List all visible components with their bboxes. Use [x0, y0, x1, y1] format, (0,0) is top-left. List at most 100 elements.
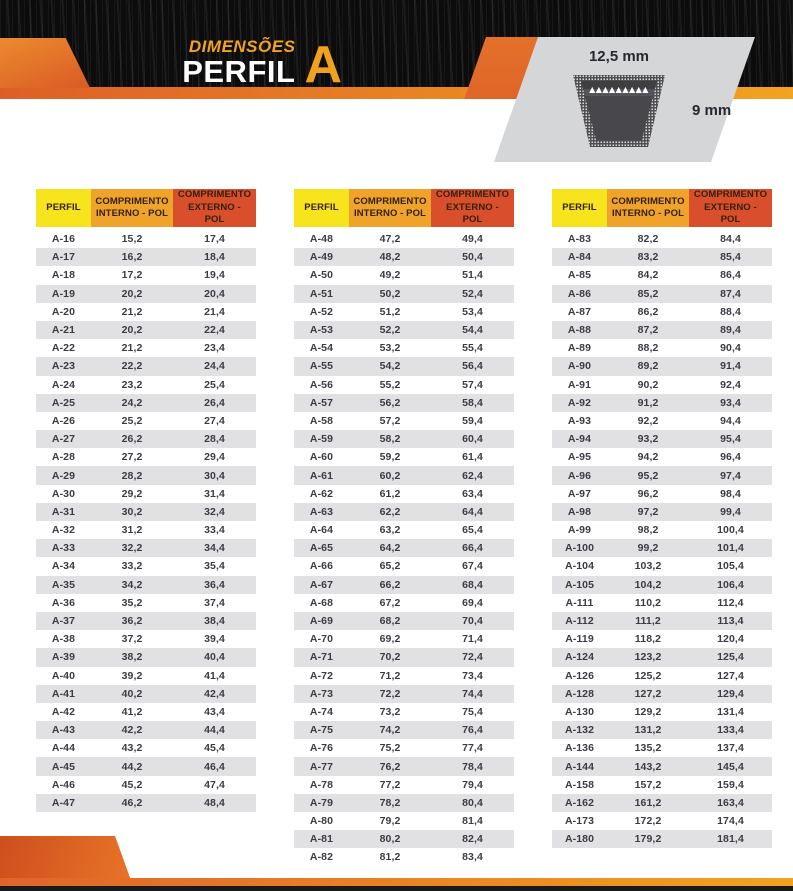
- interno-cell: 72,2: [379, 687, 401, 700]
- table-row: A-65 64,2 66,4: [294, 539, 514, 558]
- table-row: A-37 36,2 38,4: [36, 611, 256, 631]
- externo-cell: 137,4: [717, 742, 744, 755]
- interno-cell: 56,2: [379, 396, 401, 409]
- externo-cell: 62,4: [462, 469, 483, 482]
- interno-cell: 32,2: [121, 542, 143, 555]
- table-row: A-78 77,2 79,4: [294, 776, 514, 794]
- interno-cell: 68,2: [379, 615, 401, 628]
- perfil-cell: A-57: [309, 396, 334, 409]
- externo-cell: 30,4: [204, 469, 225, 482]
- externo-cell: 47,4: [204, 778, 225, 791]
- perfil-cell: A-66: [309, 560, 334, 573]
- table-row: A-112 111,2 113,4: [552, 611, 772, 631]
- table-row: A-84 83,2 85,4: [552, 248, 772, 267]
- externo-cell: 84,4: [720, 233, 741, 246]
- externo-cell: 85,4: [720, 251, 741, 264]
- interno-cell: 43,2: [121, 742, 143, 755]
- externo-cell: 34,4: [204, 542, 225, 555]
- perfil-cell: A-78: [309, 778, 334, 791]
- interno-cell: 67,2: [379, 596, 401, 609]
- table-row: A-94 93,2 95,4: [552, 430, 772, 449]
- externo-cell: 59,4: [462, 414, 483, 427]
- externo-cell: 61,4: [462, 451, 483, 464]
- perfil-cell: A-75: [309, 724, 334, 737]
- interno-cell: 88,2: [637, 342, 659, 355]
- page-subtitle: DIMENSÕES: [188, 36, 296, 56]
- belt-core: ▲▲▲▲▲▲▲▲▲: [581, 81, 657, 140]
- externo-cell: 77,4: [462, 742, 483, 755]
- perfil-cell: A-95: [567, 451, 592, 464]
- table-row: A-72 71,2 73,4: [294, 667, 514, 685]
- externo-cell: 96,4: [720, 451, 741, 464]
- table-row: A-36 35,2 37,4: [36, 594, 256, 612]
- perfil-cell: A-30: [51, 487, 76, 500]
- column-header-interno: COMPRIMENTO INTERNO - POL: [349, 189, 431, 227]
- table-row: A-104 103,2 105,4: [552, 557, 772, 575]
- interno-cell: 104,2: [634, 578, 662, 591]
- interno-cell: 50,2: [379, 287, 401, 300]
- externo-cell: 95,4: [720, 433, 741, 446]
- perfil-cell: A-53: [309, 324, 334, 337]
- interno-cell: 89,2: [637, 360, 659, 373]
- interno-cell: 25,2: [121, 414, 143, 427]
- interno-cell: 53,2: [379, 342, 401, 355]
- externo-cell: 53,4: [462, 305, 483, 318]
- interno-cell: 15,2: [121, 233, 143, 246]
- table-row: A-25 24,2 26,4: [36, 393, 256, 412]
- table-row: A-17 16,2 18,4: [36, 248, 256, 267]
- column-header-perfil: PERFIL: [552, 189, 607, 227]
- externo-cell: 67,4: [462, 560, 483, 573]
- externo-cell: 58,4: [462, 396, 483, 409]
- externo-cell: 63,4: [462, 487, 483, 500]
- perfil-cell: A-124: [564, 651, 595, 664]
- interno-cell: 26,2: [121, 433, 143, 446]
- externo-cell: 32,4: [204, 505, 225, 518]
- table-row: A-126 125,2 127,4: [552, 667, 772, 685]
- externo-cell: 68,4: [462, 578, 483, 591]
- externo-cell: 44,4: [204, 724, 225, 737]
- interno-cell: 22,2: [121, 360, 143, 373]
- interno-cell: 21,2: [121, 342, 143, 355]
- externo-cell: 120,4: [717, 633, 744, 646]
- perfil-cell: A-59: [309, 433, 334, 446]
- perfil-cell: A-20: [51, 305, 76, 318]
- perfil-cell: A-162: [564, 796, 595, 809]
- table-row: A-173 172,2 174,4: [552, 812, 772, 830]
- externo-cell: 159,4: [717, 778, 744, 791]
- perfil-cell: A-29: [51, 469, 76, 482]
- externo-cell: 101,4: [717, 542, 744, 555]
- interno-cell: 96,2: [637, 487, 659, 500]
- perfil-cell: A-70: [309, 633, 334, 646]
- externo-cell: 73,4: [462, 669, 483, 682]
- externo-cell: 43,4: [204, 705, 225, 718]
- externo-cell: 25,4: [204, 378, 225, 391]
- externo-cell: 98,4: [720, 487, 741, 500]
- perfil-cell: A-90: [567, 360, 592, 373]
- interno-cell: 49,2: [379, 269, 401, 282]
- column-header-perfil: PERFIL: [294, 189, 349, 227]
- externo-cell: 69,4: [462, 596, 483, 609]
- perfil-cell: A-77: [309, 760, 334, 773]
- interno-cell: 59,2: [379, 451, 401, 464]
- interno-cell: 83,2: [637, 251, 659, 264]
- perfil-cell: A-25: [51, 396, 76, 409]
- perfil-cell: A-180: [564, 833, 595, 846]
- perfil-cell: A-26: [51, 414, 76, 427]
- perfil-cell: A-63: [309, 505, 334, 518]
- interno-cell: 179,2: [634, 833, 662, 846]
- column-header-interno: COMPRIMENTO INTERNO - POL: [607, 189, 689, 227]
- externo-cell: 21,4: [204, 305, 225, 318]
- perfil-cell: A-21: [51, 324, 76, 337]
- interno-cell: 94,2: [637, 451, 659, 464]
- interno-cell: 65,2: [379, 560, 401, 573]
- perfil-cell: A-58: [309, 414, 334, 427]
- table-row: A-100 99,2 101,4: [552, 539, 772, 558]
- externo-cell: 71,4: [462, 633, 483, 646]
- perfil-cell: A-34: [51, 560, 76, 573]
- perfil-cell: A-104: [564, 560, 595, 573]
- table-row: A-42 41,2 43,4: [36, 703, 256, 721]
- column-header-externo: COMPRIMENTO EXTERNO - POL: [431, 189, 514, 227]
- externo-cell: 24,4: [204, 360, 225, 373]
- perfil-cell: A-35: [51, 578, 76, 591]
- perfil-cell: A-22: [51, 342, 76, 355]
